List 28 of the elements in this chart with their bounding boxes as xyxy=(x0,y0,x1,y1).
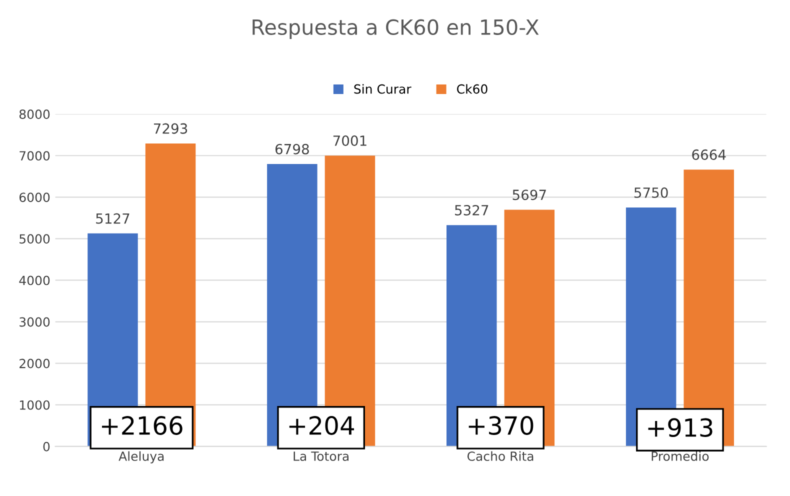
data-label: 5327 xyxy=(455,204,488,216)
data-label: 5750 xyxy=(634,187,668,198)
y-tick-label: 3000 xyxy=(20,317,50,327)
y-tick-label: 6000 xyxy=(20,192,50,202)
y-tick-label: 8000 xyxy=(19,110,50,120)
annotation: +204 xyxy=(289,416,354,435)
legend-label: Ck60 xyxy=(457,84,488,94)
data-label: 6664 xyxy=(692,149,726,160)
legend-label: Sin Curar xyxy=(354,84,412,94)
x-tick-label: La Totora xyxy=(294,452,348,461)
annotation: +2166 xyxy=(102,416,182,435)
y-tick-label: 4000 xyxy=(19,276,50,286)
annotation: +370 xyxy=(468,416,534,435)
data-label: 5127 xyxy=(96,213,130,224)
x-tick-label: Aleluya xyxy=(118,451,164,464)
x-tick-label: Cacho Rita xyxy=(467,451,534,461)
y-tick-label: 2000 xyxy=(20,358,50,368)
chart-title: Respuesta a CK60 en 150-X xyxy=(252,19,539,40)
y-tick-label: 1000 xyxy=(20,400,50,410)
y-tick-label: 5000 xyxy=(20,234,50,244)
annotation: +913 xyxy=(648,418,712,438)
x-tick-label: Promedio xyxy=(652,451,709,461)
data-label: 5697 xyxy=(512,190,546,200)
y-tick-label: 7000 xyxy=(20,151,50,161)
data-label: 7293 xyxy=(154,123,188,134)
data-label: 7001 xyxy=(333,135,366,146)
data-label: 6798 xyxy=(275,144,309,154)
y-tick-label: 0 xyxy=(43,442,50,452)
